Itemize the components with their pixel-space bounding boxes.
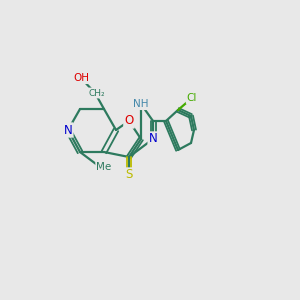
Text: NH: NH: [133, 99, 149, 109]
Text: Me: Me: [96, 162, 112, 172]
Text: Cl: Cl: [187, 93, 197, 103]
Text: O: O: [124, 115, 134, 128]
Text: N: N: [148, 133, 158, 146]
Text: OH: OH: [73, 73, 89, 83]
Text: CH₂: CH₂: [89, 88, 105, 98]
Text: S: S: [125, 169, 133, 182]
Text: N: N: [64, 124, 72, 136]
